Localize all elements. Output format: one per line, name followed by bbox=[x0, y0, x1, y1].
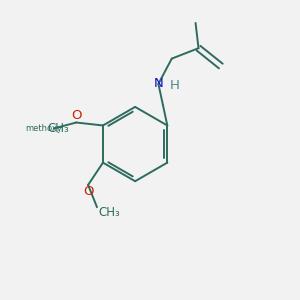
Text: O: O bbox=[83, 185, 93, 198]
Text: N: N bbox=[154, 77, 163, 90]
Text: H: H bbox=[170, 79, 180, 92]
Text: CH₃: CH₃ bbox=[47, 122, 69, 135]
Text: CH₃: CH₃ bbox=[98, 206, 120, 219]
Text: O: O bbox=[71, 110, 82, 122]
Text: methoxy: methoxy bbox=[25, 124, 62, 133]
